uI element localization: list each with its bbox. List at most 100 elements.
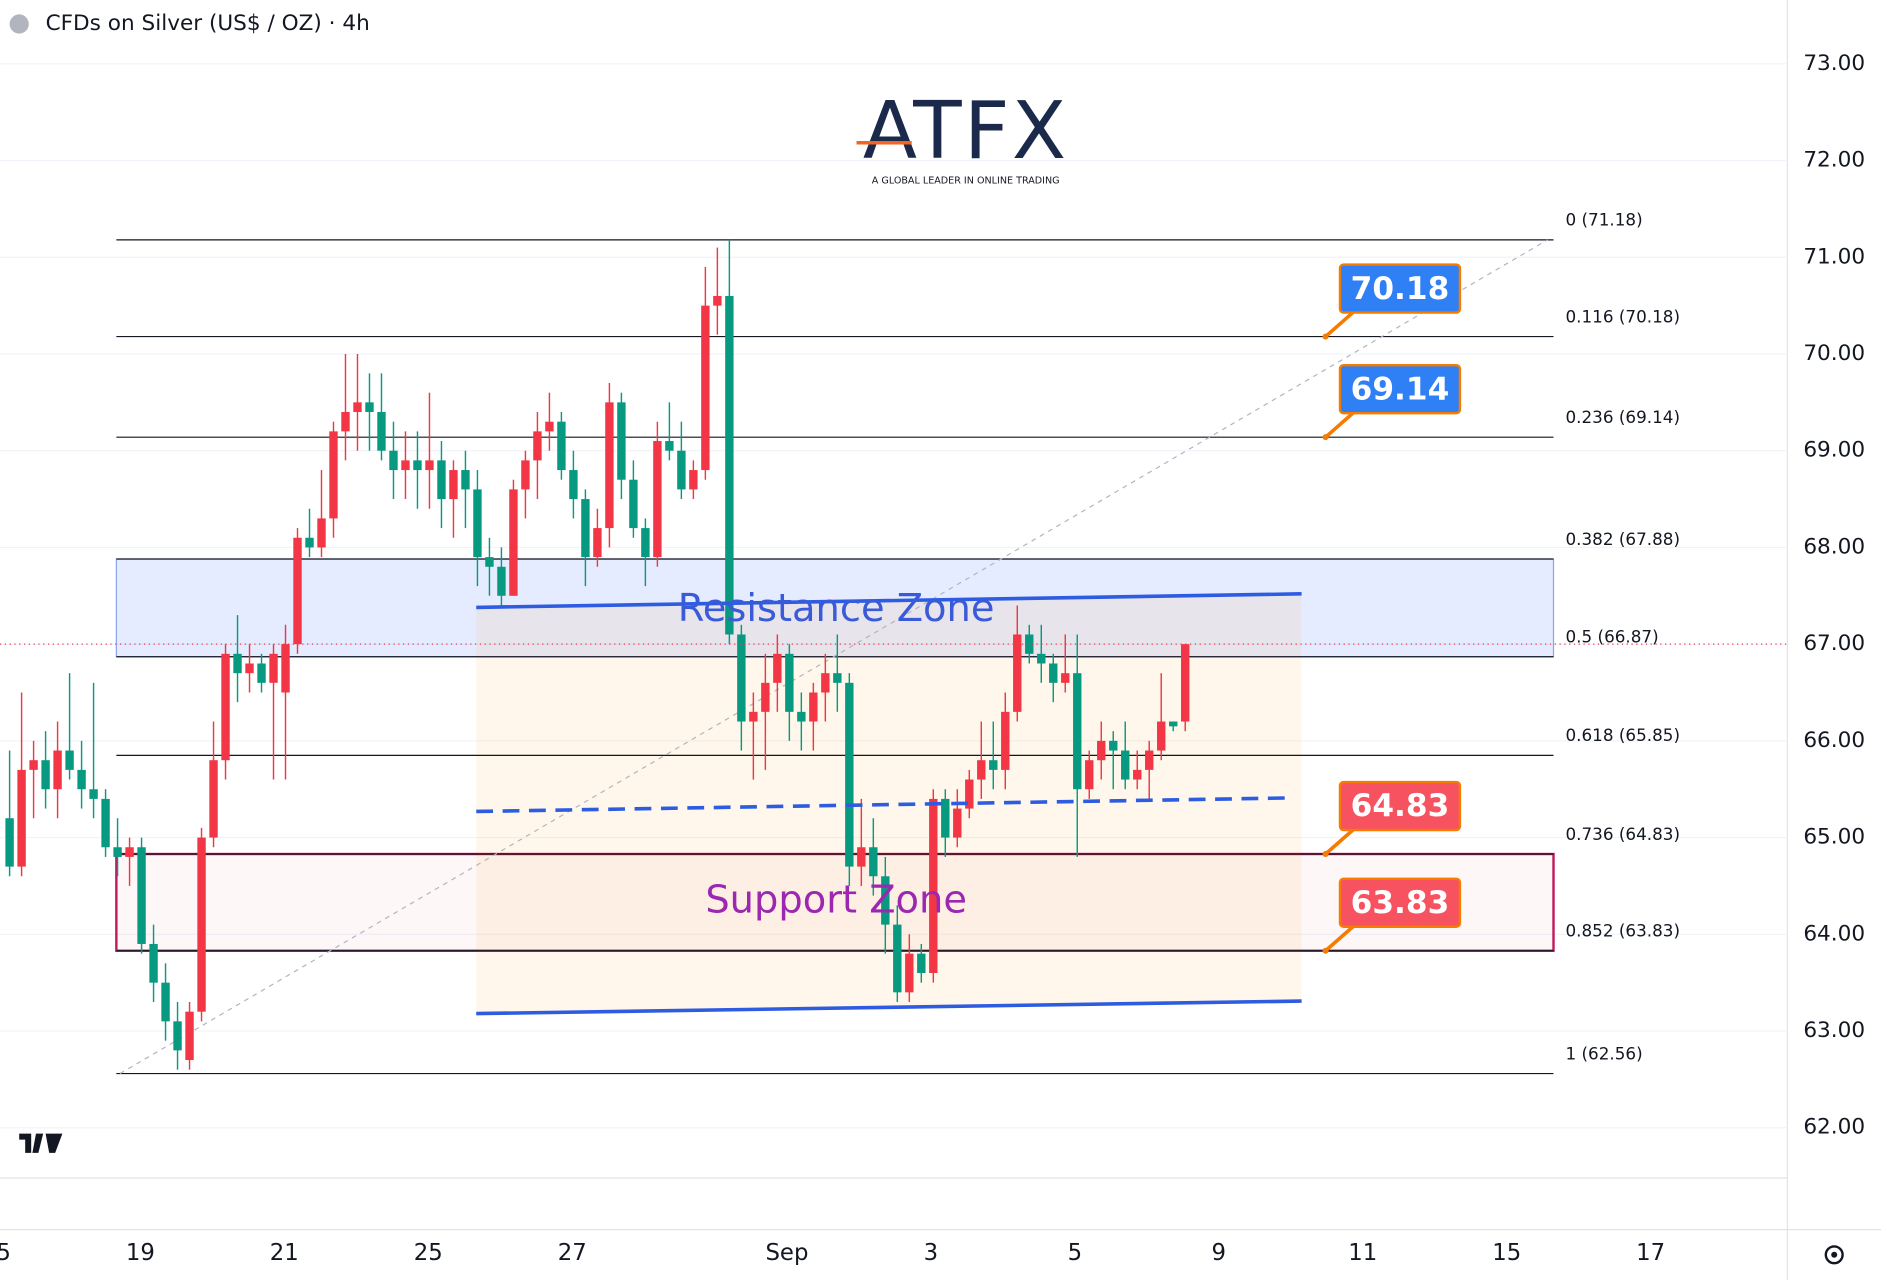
fib-label: 1 (62.56) <box>1566 1043 1643 1063</box>
candle-body <box>881 876 890 925</box>
candle-body <box>557 421 566 471</box>
candle-body <box>257 663 266 683</box>
candle-body <box>473 489 482 558</box>
candle-body <box>713 295 722 306</box>
candle-body <box>737 634 746 722</box>
candle-body <box>1025 634 1034 654</box>
candle-body <box>1121 750 1130 780</box>
candle-body <box>593 528 602 558</box>
callout-label: 64.83 <box>1351 788 1450 824</box>
candle-body <box>1061 673 1070 683</box>
channel-line <box>476 796 1290 814</box>
x-tick-label: 21 <box>270 1240 299 1266</box>
channel-line <box>476 999 1302 1016</box>
candle-body <box>725 295 734 635</box>
logo: ATFX A GLOBAL LEADER IN ONLINE TRADING <box>856 85 1069 187</box>
candle-body <box>185 1011 194 1061</box>
callout-anchor <box>1322 947 1329 954</box>
candle-body <box>1133 769 1142 780</box>
candle-body <box>569 470 578 500</box>
candle-body <box>209 760 218 838</box>
callout-box <box>1338 363 1462 415</box>
candle-body <box>761 682 770 712</box>
candles <box>5 239 1190 1070</box>
gear[interactable] <box>1824 1245 1844 1265</box>
candle-body <box>41 760 50 790</box>
candle-body <box>857 847 866 867</box>
candle-body <box>65 750 74 770</box>
candle-body <box>125 847 134 857</box>
callout-box <box>1338 780 1462 832</box>
fib-label: 0 (71.18) <box>1566 210 1643 230</box>
y-tick-label: 66.00 <box>1803 728 1865 753</box>
candle-body <box>1181 644 1190 722</box>
gear-center[interactable] <box>1831 1251 1838 1258</box>
candle-body <box>977 760 986 780</box>
candle-body <box>1001 711 1010 770</box>
x-tick-label: 5 <box>1068 1240 1083 1266</box>
tv-icon <box>19 1133 63 1153</box>
callout-box <box>1338 877 1462 928</box>
candle-body <box>785 653 794 712</box>
candle-body <box>173 1021 182 1051</box>
candle-body <box>89 789 98 799</box>
fib-label: 0.618 (65.85) <box>1566 725 1681 745</box>
candle-body <box>965 779 974 809</box>
candle-body <box>581 499 590 558</box>
candle-body <box>917 953 926 973</box>
fib-trend-line <box>119 239 1548 1075</box>
x-tick-label: 15 <box>1492 1240 1521 1266</box>
candle-body <box>941 798 950 838</box>
candle-body <box>989 760 998 770</box>
candle-body <box>1109 740 1118 751</box>
candle-body <box>953 808 962 838</box>
y-tick-label: 64.00 <box>1803 921 1865 946</box>
candle-body <box>29 760 38 770</box>
candle-body <box>617 402 626 480</box>
candle-body <box>161 982 170 1022</box>
channel-area <box>476 593 1302 1014</box>
candle-body <box>1145 750 1154 770</box>
candle-body <box>437 460 446 500</box>
candle-body <box>833 673 842 683</box>
candle-body <box>1013 634 1022 712</box>
candle-body <box>293 537 302 645</box>
candle-body <box>749 711 758 722</box>
candle-body <box>689 470 698 490</box>
logo-tagline: A GLOBAL LEADER IN ONLINE TRADING <box>872 176 1060 187</box>
candle-body <box>809 692 818 722</box>
y-tick-label: 69.00 <box>1803 438 1865 463</box>
candle-body <box>845 682 854 867</box>
candle-body <box>821 673 830 693</box>
fib-label: 0.116 (70.18) <box>1566 306 1681 326</box>
callout-pointer <box>1324 923 1357 953</box>
callout-anchor <box>1322 333 1329 340</box>
candle-body <box>641 528 650 558</box>
callout-pointer <box>1324 826 1357 856</box>
candle-body <box>533 431 542 461</box>
x-tick-label: 5 <box>0 1240 11 1266</box>
candle-body <box>245 663 254 674</box>
candle-body <box>101 798 110 848</box>
settings-icon[interactable] <box>1824 1245 1844 1265</box>
candle-body <box>197 837 206 1012</box>
candle-body <box>1169 721 1178 727</box>
candle-body <box>485 557 494 567</box>
symbol-icon <box>9 14 29 34</box>
candle-body <box>893 924 902 993</box>
y-tick-label: 71.00 <box>1803 244 1865 269</box>
x-tick-label: Sep <box>765 1240 808 1266</box>
candle-body <box>113 847 122 857</box>
y-tick-label: 63.00 <box>1803 1018 1865 1043</box>
callout-box <box>1338 263 1462 314</box>
y-tick-label: 67.00 <box>1803 631 1865 656</box>
candle-body <box>629 479 638 529</box>
candle-body <box>449 470 458 500</box>
candle-body <box>797 711 806 722</box>
logo-name: ATFX <box>863 85 1069 177</box>
candle-body <box>869 847 878 877</box>
y-tick-label: 73.00 <box>1803 51 1865 76</box>
candle-body <box>389 450 398 471</box>
candle-body <box>497 566 506 596</box>
